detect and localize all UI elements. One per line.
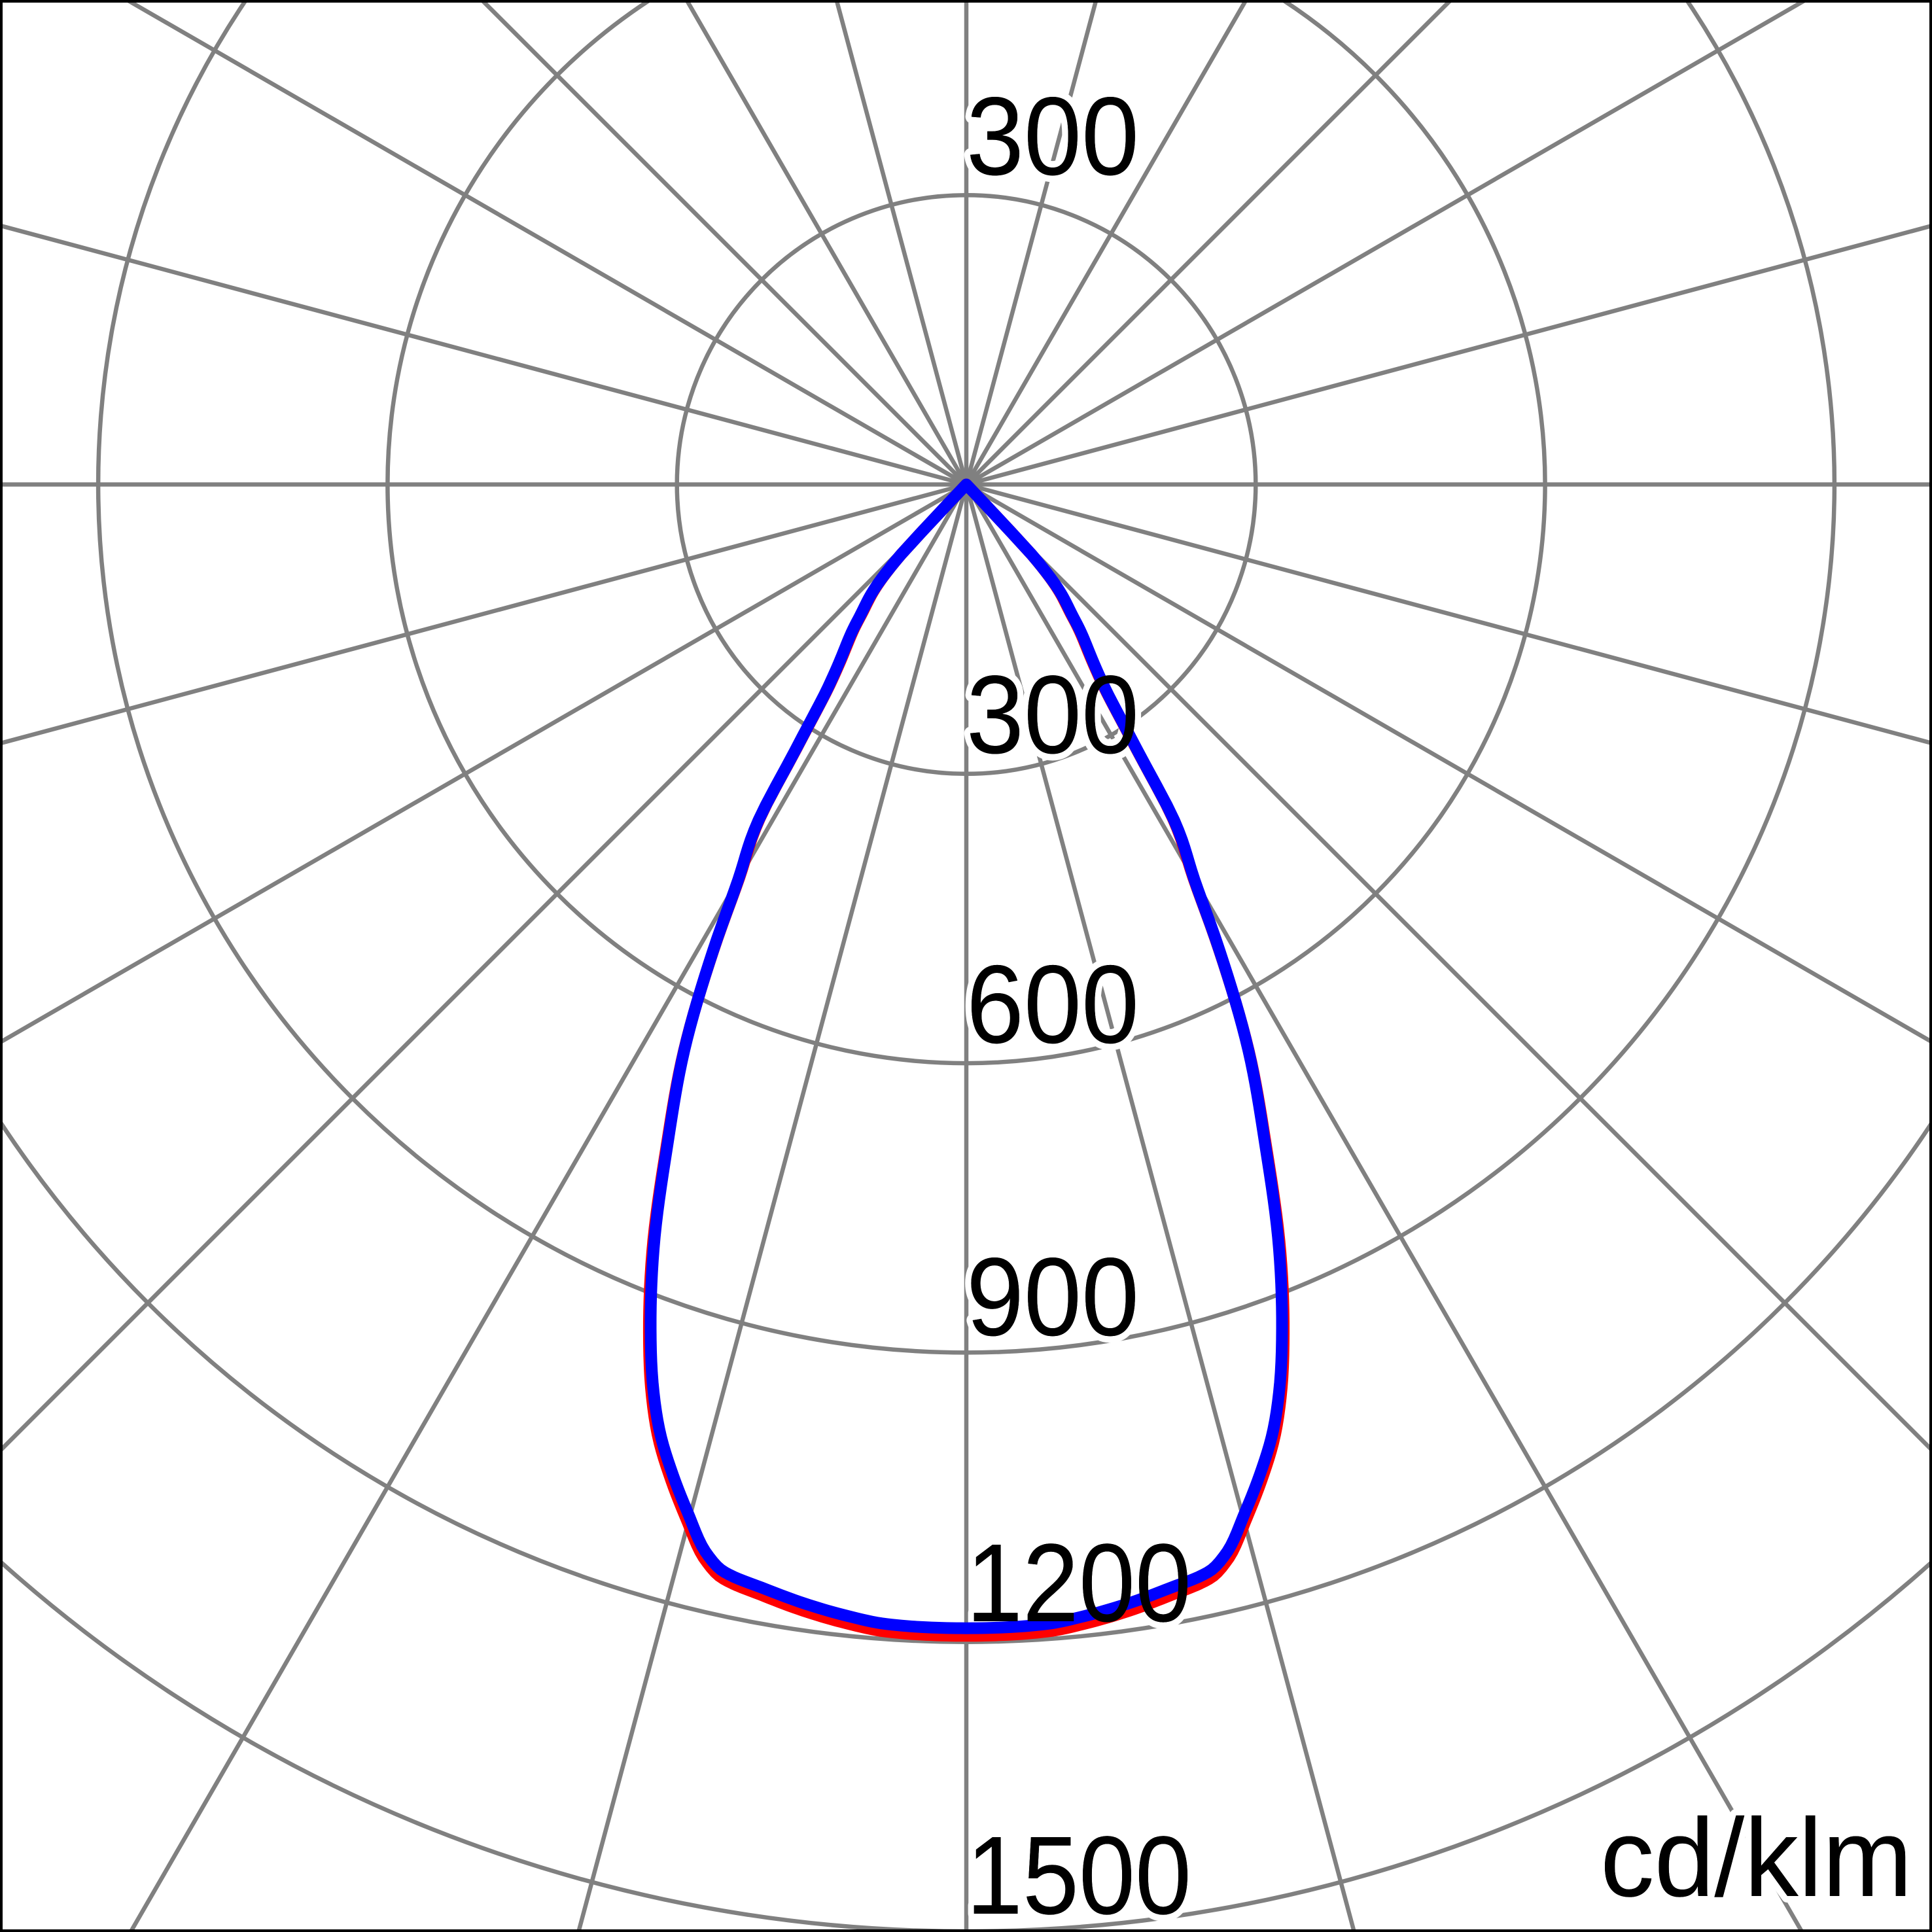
svg-text:300: 300 <box>966 75 1139 199</box>
svg-text:1500: 1500 <box>966 1814 1191 1932</box>
svg-text:900: 900 <box>966 1235 1139 1360</box>
svg-text:cd/klm: cd/klm <box>1600 1796 1912 1920</box>
svg-text:1200: 1200 <box>966 1521 1191 1645</box>
svg-text:900: 900 <box>966 1235 1139 1360</box>
svg-text:cd/klm: cd/klm <box>1600 1796 1912 1920</box>
svg-text:1500: 1500 <box>966 1814 1191 1932</box>
svg-text:300: 300 <box>966 75 1139 199</box>
svg-text:600: 600 <box>966 943 1139 1067</box>
svg-text:600: 600 <box>966 943 1139 1067</box>
svg-text:300: 300 <box>966 653 1139 777</box>
